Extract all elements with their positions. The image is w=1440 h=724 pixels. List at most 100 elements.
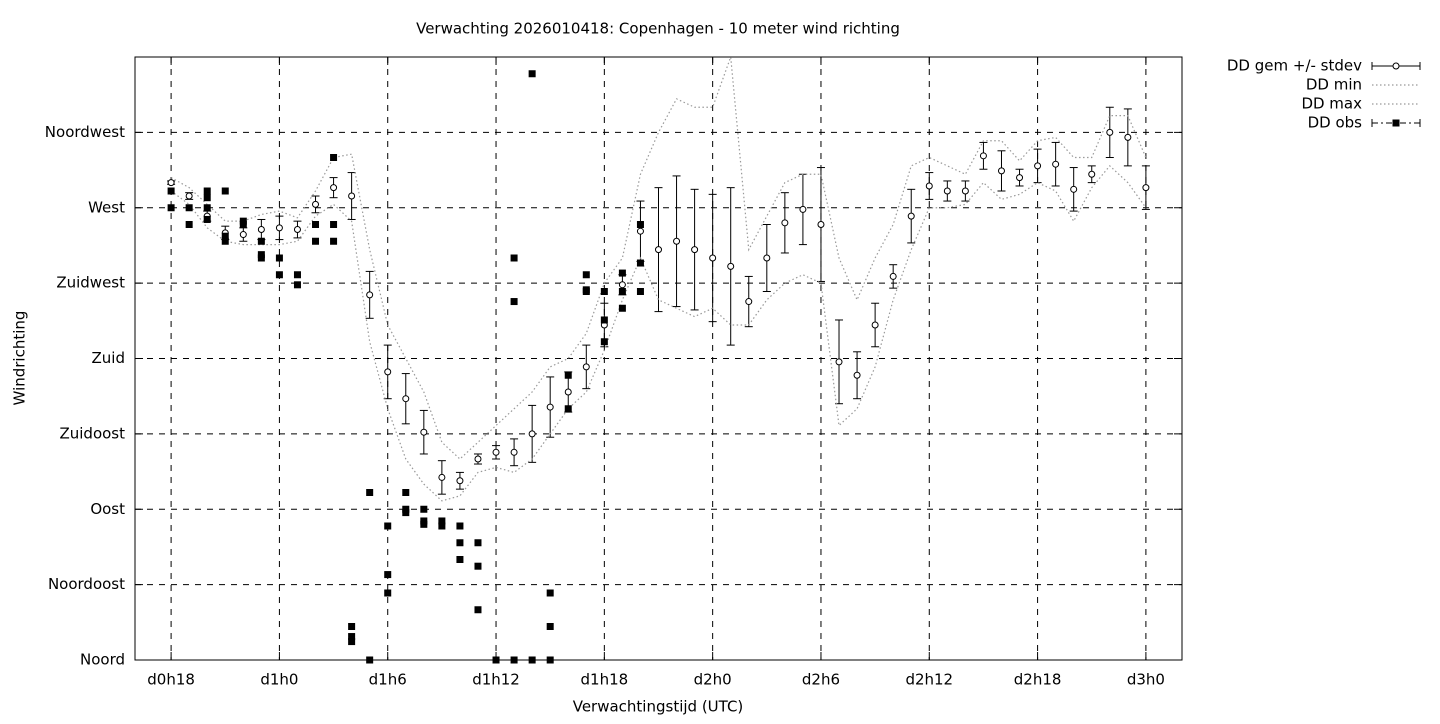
obs-point	[330, 154, 338, 161]
mean-point	[763, 254, 771, 262]
obs-point	[203, 204, 211, 212]
obs-point	[384, 522, 392, 530]
legend-swatch	[1392, 119, 1400, 127]
line-series	[170, 56, 1147, 460]
obs-point	[203, 187, 211, 195]
obs-point	[384, 589, 392, 597]
obs-point	[564, 405, 572, 413]
obs-point	[546, 656, 554, 664]
obs-point	[257, 237, 265, 245]
x-tick-label: d2h18	[1014, 671, 1062, 689]
mean-point	[871, 321, 879, 329]
obs-point	[474, 562, 482, 570]
obs-point	[167, 187, 175, 195]
x-tick-label: d0h18	[147, 671, 195, 689]
mean-point	[293, 226, 301, 234]
mean-point	[835, 358, 843, 366]
obs-point	[456, 539, 464, 547]
y-tick-label: Oost	[90, 500, 125, 518]
obs-point	[546, 623, 554, 630]
x-tick-label: d2h6	[802, 671, 840, 689]
obs-point	[348, 638, 356, 646]
mean-point	[528, 430, 536, 438]
mean-point	[438, 473, 446, 481]
y-tick-label: West	[88, 198, 125, 216]
obs-point	[312, 237, 320, 245]
obs-point	[293, 271, 301, 279]
obs-point	[546, 589, 554, 597]
mean-point	[691, 246, 699, 254]
obs-point	[438, 517, 446, 525]
mean-point	[817, 221, 825, 228]
mean-point	[618, 281, 626, 289]
x-tick-label: d3h0	[1127, 671, 1165, 689]
mean-point	[420, 428, 428, 436]
obs-point	[293, 281, 301, 289]
y-tick-label: Noordoost	[48, 575, 125, 593]
mean-point	[799, 205, 807, 213]
mean-point	[366, 291, 374, 299]
obs-point	[366, 656, 374, 664]
mean-point	[655, 246, 662, 254]
obs-point	[600, 288, 608, 295]
obs-point	[492, 656, 500, 664]
mean-point	[1142, 184, 1150, 192]
mean-point	[546, 403, 554, 411]
obs-point	[636, 259, 644, 267]
y-axis-label: Windrichting	[11, 311, 29, 406]
obs-point	[636, 221, 644, 228]
obs-point	[221, 232, 229, 240]
obs-point	[600, 338, 608, 346]
mean-point	[330, 184, 338, 192]
mean-point	[239, 231, 247, 239]
mean-point	[979, 152, 987, 160]
mean-point	[510, 448, 518, 456]
mean-point	[384, 368, 392, 376]
y-tick-label: Zuidwest	[56, 274, 125, 292]
legend-swatch	[1392, 62, 1400, 70]
legend-label: DD obs	[1308, 114, 1363, 132]
mean-point	[727, 262, 735, 270]
obs-point	[510, 254, 518, 262]
mean-point	[312, 200, 320, 208]
chart-title: Verwachting 2026010418: Copenhagen - 10 …	[416, 20, 900, 38]
legend-label: DD gem +/- stdev	[1227, 57, 1362, 75]
mean-point	[1016, 174, 1024, 182]
x-axis-label: Verwachtingstijd (UTC)	[573, 698, 744, 716]
mean-point	[889, 272, 897, 280]
y-tick-label: Noordwest	[45, 123, 125, 141]
obs-point	[348, 633, 356, 641]
mean-point	[925, 182, 933, 190]
obs-point	[167, 204, 175, 212]
obs-point	[330, 221, 338, 228]
mean-point	[1070, 185, 1078, 193]
obs-point	[420, 505, 428, 513]
mean-point	[1124, 133, 1132, 141]
obs-point	[312, 221, 320, 228]
obs-point	[221, 237, 229, 245]
x-tick-label: d1h18	[581, 671, 629, 689]
obs-point	[185, 204, 193, 212]
obs-point	[528, 70, 536, 78]
obs-point	[474, 606, 482, 614]
mean-point	[853, 371, 861, 379]
legend-label: DD max	[1301, 95, 1362, 113]
mean-point	[492, 448, 500, 456]
obs-point	[402, 509, 410, 517]
obs-point	[257, 254, 265, 262]
y-tick-label: Noord	[80, 651, 125, 669]
obs-point	[402, 489, 410, 496]
y-tick-label: Zuidoost	[59, 424, 125, 442]
obs-point	[330, 237, 338, 245]
obs-point	[456, 522, 464, 530]
x-tick-label: d2h0	[694, 671, 732, 689]
mean-point	[275, 224, 283, 232]
obs-point	[636, 288, 644, 295]
mean-point	[564, 388, 572, 396]
obs-point	[366, 489, 374, 496]
x-tick-label: d1h0	[260, 671, 298, 689]
mean-point	[997, 167, 1005, 175]
obs-point	[456, 556, 464, 563]
x-tick-label: d2h12	[905, 671, 953, 689]
